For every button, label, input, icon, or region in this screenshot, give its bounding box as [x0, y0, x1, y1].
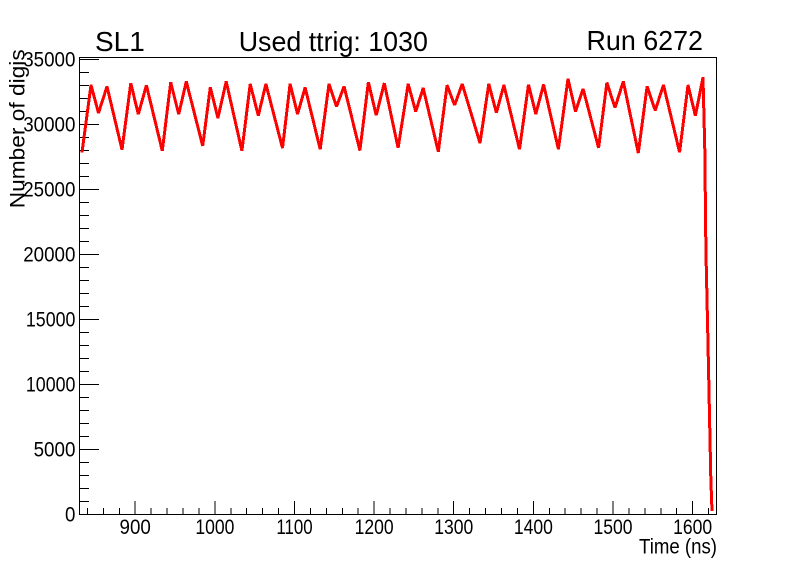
svg-text:15000: 15000 [26, 309, 76, 332]
svg-text:1400: 1400 [514, 516, 553, 539]
svg-text:5000: 5000 [34, 439, 76, 462]
svg-text:1600: 1600 [673, 516, 712, 539]
svg-text:35000: 35000 [23, 49, 75, 72]
svg-text:0: 0 [65, 504, 75, 527]
svg-text:Used ttrig: 1030: Used ttrig: 1030 [239, 26, 428, 57]
svg-text:1100: 1100 [276, 516, 312, 539]
svg-text:900: 900 [120, 516, 151, 539]
svg-text:10000: 10000 [26, 374, 76, 397]
svg-text:1500: 1500 [594, 516, 633, 539]
svg-text:Run 6272: Run 6272 [587, 25, 704, 56]
svg-text:1000: 1000 [195, 516, 234, 539]
svg-text:1300: 1300 [434, 516, 473, 539]
svg-text:SL1: SL1 [95, 26, 145, 57]
svg-text:25000: 25000 [23, 179, 75, 202]
svg-text:1200: 1200 [355, 516, 394, 539]
svg-text:20000: 20000 [23, 244, 75, 267]
svg-text:Time (ns): Time (ns) [639, 535, 717, 558]
svg-text:30000: 30000 [23, 114, 75, 137]
svg-text:Number of digis: Number of digis [7, 49, 30, 208]
